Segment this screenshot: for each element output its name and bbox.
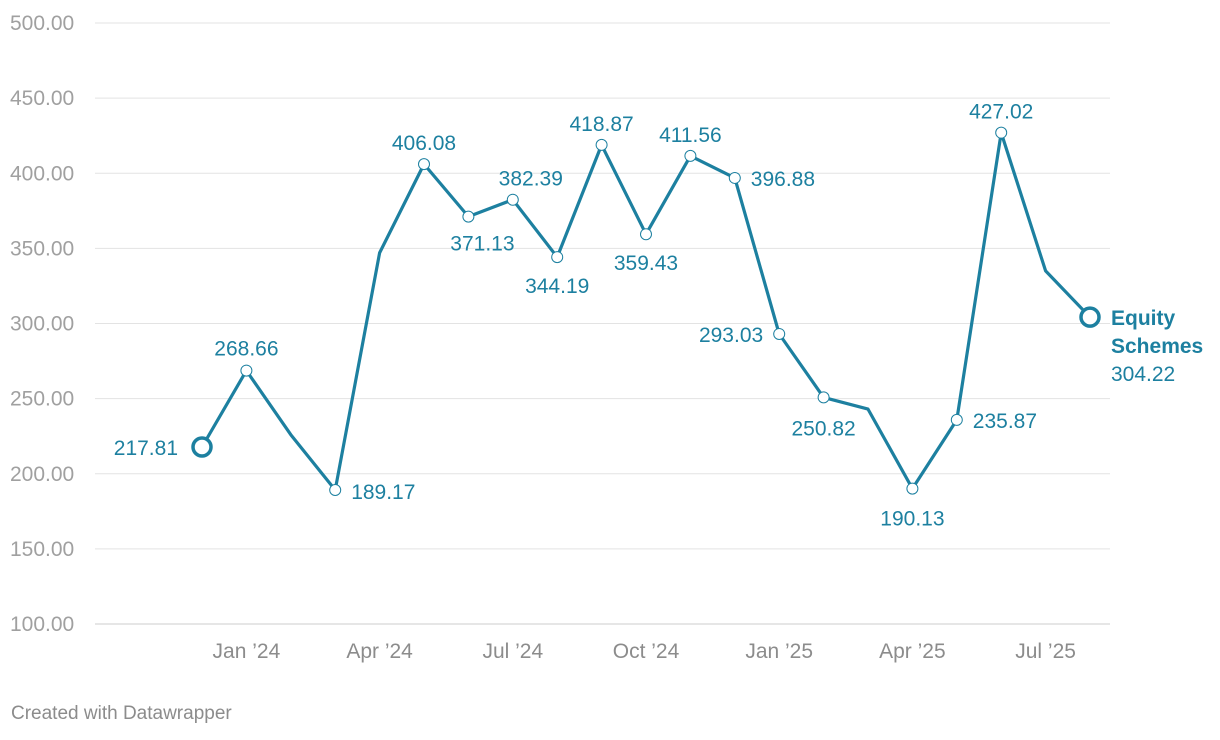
y-tick-label: 200.00 bbox=[10, 463, 74, 486]
data-label: 235.87 bbox=[973, 410, 1037, 433]
y-tick-label: 450.00 bbox=[10, 87, 74, 110]
y-tick-label: 400.00 bbox=[10, 162, 74, 185]
point-marker bbox=[773, 327, 786, 340]
series-name-label: Schemes bbox=[1111, 335, 1203, 358]
data-label: 406.08 bbox=[392, 132, 456, 155]
data-label: 371.13 bbox=[450, 233, 514, 256]
point-marker bbox=[595, 138, 608, 151]
data-label: 411.56 bbox=[659, 124, 722, 147]
point-marker bbox=[418, 158, 430, 171]
data-label: 250.82 bbox=[791, 417, 855, 440]
x-tick-label: Jan ’25 bbox=[745, 640, 813, 663]
point-marker bbox=[950, 413, 963, 426]
point-marker bbox=[684, 149, 697, 162]
y-tick-label: 150.00 bbox=[10, 538, 74, 561]
data-label: 293.03 bbox=[699, 324, 763, 347]
data-label: 382.39 bbox=[499, 168, 563, 191]
data-label: 344.19 bbox=[525, 275, 589, 298]
point-marker bbox=[240, 364, 253, 377]
point-marker bbox=[329, 484, 342, 497]
y-tick-label: 100.00 bbox=[10, 613, 74, 636]
x-tick-label: Apr ’25 bbox=[879, 640, 946, 663]
point-marker bbox=[551, 251, 564, 264]
y-tick-label: 250.00 bbox=[10, 388, 74, 411]
x-tick-label: Jan ’24 bbox=[213, 640, 281, 663]
point-marker bbox=[640, 228, 652, 241]
data-label: 189.17 bbox=[351, 481, 415, 504]
y-tick-label: 500.00 bbox=[10, 12, 74, 35]
y-tick-label: 300.00 bbox=[10, 313, 74, 336]
line-chart: 500.00 450.00 400.00 350.00 300.00 250.00 200.… bbox=[10, 12, 1203, 663]
x-tick-label: Oct ’24 bbox=[613, 640, 680, 663]
data-label: 396.88 bbox=[751, 168, 815, 191]
data-label: 268.66 bbox=[214, 338, 278, 361]
x-tick-label: Jul ’25 bbox=[1015, 640, 1076, 663]
series-name-label: Equity bbox=[1111, 307, 1175, 330]
data-label: 304.22 bbox=[1111, 363, 1175, 386]
point-marker bbox=[462, 210, 475, 223]
point-marker bbox=[817, 391, 830, 404]
y-tick-label: 350.00 bbox=[10, 237, 74, 260]
data-label: 190.13 bbox=[880, 508, 944, 531]
x-tick-label: Apr ’24 bbox=[346, 640, 413, 663]
endpoint-marker bbox=[191, 436, 213, 458]
endpoint-marker bbox=[1079, 306, 1101, 328]
point-marker bbox=[506, 193, 519, 206]
data-label: 359.43 bbox=[614, 252, 678, 275]
data-label: 427.02 bbox=[969, 101, 1033, 124]
credit-text: Created with Datawrapper bbox=[11, 703, 232, 724]
series-line bbox=[200, 131, 1092, 492]
data-label: 418.87 bbox=[569, 113, 633, 136]
data-label: 217.81 bbox=[114, 437, 178, 460]
point-marker bbox=[995, 126, 1008, 139]
point-marker bbox=[728, 171, 741, 184]
point-marker bbox=[906, 482, 919, 495]
x-tick-label: Jul ’24 bbox=[482, 640, 543, 663]
